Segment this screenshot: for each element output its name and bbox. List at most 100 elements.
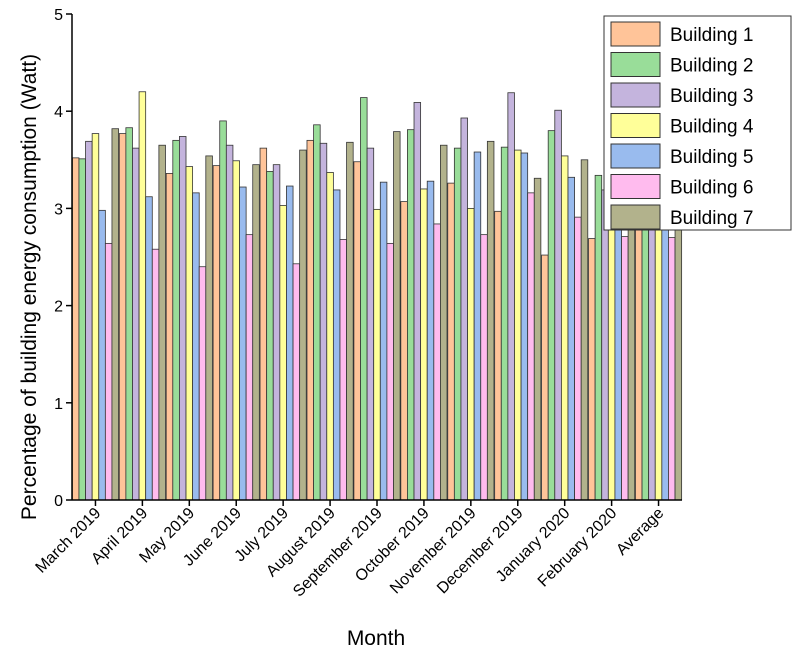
bar-building-1-8 [400,201,408,501]
bar-building-2-2 [125,127,133,501]
bar-building-5-5 [286,185,294,501]
bar-building-4-1 [91,133,100,501]
bar-building-4-6 [326,172,334,501]
x-tick-label: Average [613,505,667,559]
x-axis-title: Month [347,627,405,650]
bar-building-5-7 [379,181,388,501]
y-tick-label: 5 [54,7,63,24]
bar-building-4-8 [420,188,428,501]
legend-label-building-1: Building 1 [670,25,753,46]
bar-building-3-6 [319,142,328,501]
bar-building-6-13 [668,237,676,501]
bar-building-3-10 [507,92,515,501]
bar-building-7-3 [205,155,213,501]
bar-building-2-7 [360,97,368,501]
legend-label-building-6: Building 6 [670,178,753,199]
bar-building-7-12 [627,203,636,501]
bar-building-4-9 [467,207,475,501]
bar-building-5-13 [661,183,669,501]
bar-building-3-4 [225,144,234,501]
bar-building-4-11 [560,155,569,501]
legend-swatch-building-2 [610,52,661,77]
bar-building-2-4 [219,120,227,501]
bar-building-7-11 [580,159,589,501]
bar-building-3-1 [85,140,93,501]
x-tick-label: November 2019 [387,505,480,598]
bar-building-1-3 [165,173,174,501]
bar-building-1-1 [71,157,80,501]
bar-building-6-4 [245,234,254,501]
bar-building-6-1 [104,242,113,501]
bar-building-7-6 [346,141,354,501]
legend-label-building-3: Building 3 [670,86,753,107]
legend-swatch-building-5 [610,143,661,169]
bar-building-1-9 [447,182,455,501]
bar-building-2-11 [547,130,556,501]
bar-building-2-8 [407,129,415,501]
legend-swatch-building-6 [610,174,661,199]
bar-building-5-10 [520,152,529,501]
bar-building-2-6 [313,124,321,501]
bar-building-2-10 [500,146,509,501]
legend-swatch-building-4 [610,113,661,138]
bar-building-3-9 [460,117,468,501]
bar-building-5-9 [473,151,482,501]
bar-building-4-12 [607,201,616,501]
legend-label-building-5: Building 5 [670,147,753,168]
bar-building-6-8 [433,223,441,501]
y-axis-title: Percentage of building energy consumptio… [18,54,41,520]
bar-building-5-8 [426,180,435,501]
bar-building-7-9 [486,140,495,501]
bar-building-6-9 [480,234,488,501]
bar-building-1-10 [494,210,502,501]
legend: Building 1 Building 2 Building 3 Building 4… [603,15,792,231]
legend-label-building-2: Building 2 [670,56,753,77]
bar-building-6-3 [198,266,207,501]
bar-building-5-4 [239,186,247,501]
bars-group [71,91,683,501]
bar-building-6-7 [386,242,394,501]
bar-building-5-11 [567,176,575,501]
bar-building-3-7 [366,147,375,501]
bar-building-5-12 [614,203,622,501]
legend-swatch-building-3 [610,82,661,108]
bar-building-3-5 [272,164,281,501]
y-tick-label: 1 [54,396,63,413]
bar-building-1-2 [118,133,127,501]
bar-building-6-12 [621,236,629,501]
bar-building-7-4 [252,164,260,501]
bar-building-3-12 [601,189,609,501]
bar-building-2-9 [453,147,462,501]
bar-building-3-2 [132,147,140,501]
bar-building-4-5 [279,205,287,501]
legend-label-building-7: Building 7 [670,208,753,229]
bar-building-3-11 [554,109,562,501]
bar-building-1-7 [353,161,361,501]
bar-building-2-1 [78,158,86,501]
y-tick-label: 4 [54,104,63,121]
bar-building-3-3 [179,136,187,501]
bar-building-4-4 [232,160,240,501]
bar-building-1-11 [541,254,549,501]
bar-building-1-12 [588,238,596,501]
bar-building-5-3 [192,192,200,501]
bar-building-6-5 [292,263,301,501]
bar-building-4-3 [185,166,194,501]
bar-building-5-1 [98,209,106,501]
bar-building-6-2 [151,248,160,501]
y-tick-label: 2 [54,299,63,316]
x-tick-label: December 2019 [434,505,527,598]
bar-building-4-10 [514,149,522,501]
y-ticks-group: 0 1 2 3 4 5 [54,7,72,510]
bar-building-4-7 [373,208,381,501]
legend-label-building-4: Building 4 [670,117,754,138]
bar-building-1-5 [259,147,268,501]
bar-building-5-2 [145,196,153,501]
bar-building-7-2 [158,144,166,501]
bar-building-2-3 [172,139,180,501]
legend-swatch-building-1 [610,21,661,47]
bar-building-7-10 [533,177,542,501]
legend-swatch-building-7 [610,204,661,230]
